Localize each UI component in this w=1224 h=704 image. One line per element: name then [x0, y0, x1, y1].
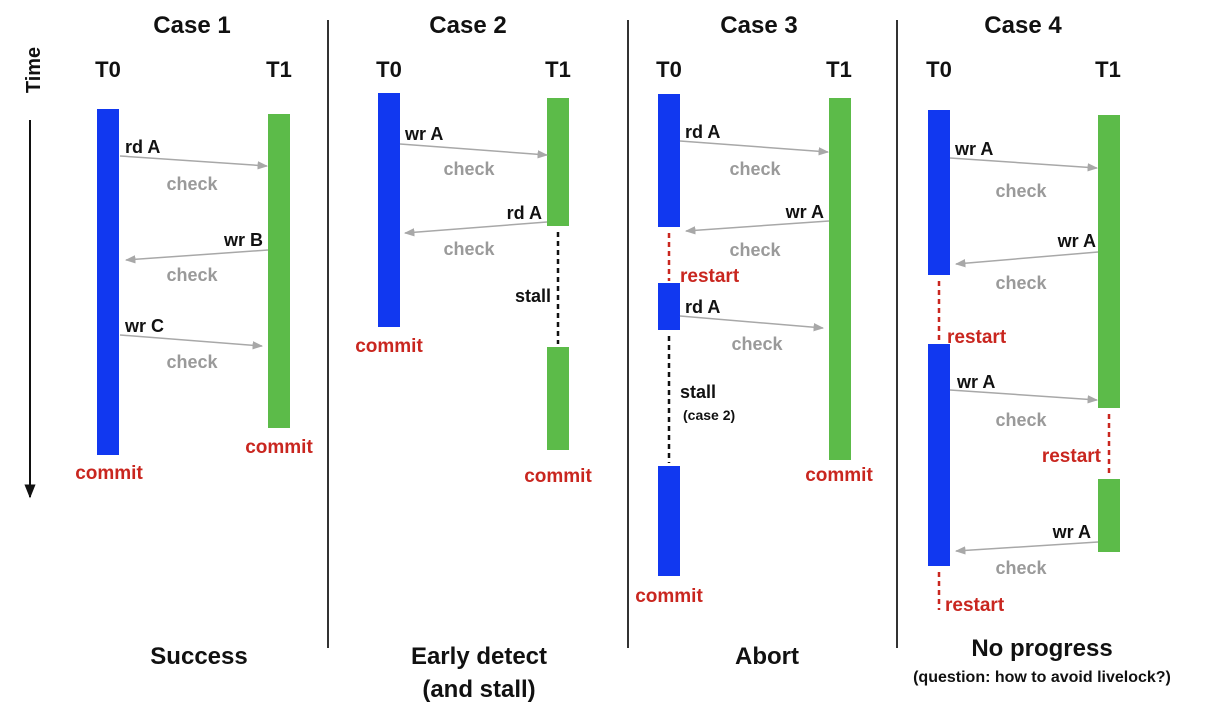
check-label: check: [443, 159, 495, 179]
t1-transaction-bar: [547, 98, 569, 226]
case-2: Case 2 T0 T1 wr A check rd A check stall…: [355, 12, 592, 703]
check-label: check: [729, 159, 781, 179]
t1-commit-label: commit: [524, 466, 592, 487]
t1-transaction-bar: [1098, 479, 1120, 552]
t0-transaction-bar: [97, 109, 119, 455]
t0-commit-label: commit: [75, 463, 143, 484]
case-4: Case 4 T0 T1 wr A check wr A check resta…: [913, 12, 1171, 686]
check-label: check: [731, 334, 783, 354]
case-caption: Early detect: [411, 643, 547, 670]
check-label: check: [995, 181, 1047, 201]
operation-label: wr A: [954, 139, 993, 159]
t1-transaction-bar: [547, 347, 569, 450]
operation-label: wr C: [124, 316, 164, 336]
operation-label: rd A: [507, 203, 542, 223]
check-arrow: [119, 155, 269, 170]
case-caption-line2: (and stall): [422, 676, 535, 703]
check-arrow: [684, 220, 830, 235]
time-axis-label: Time: [23, 47, 45, 93]
case-caption: Abort: [735, 643, 799, 670]
check-arrow: [679, 315, 825, 332]
check-arrow: [954, 251, 1099, 268]
thread-label-t1: T1: [266, 57, 292, 82]
operation-label: rd A: [685, 297, 720, 317]
stall-label: stall: [515, 286, 551, 306]
operation-label: wr A: [956, 372, 995, 392]
check-label: check: [443, 239, 495, 259]
case-title: Case 4: [984, 12, 1062, 39]
check-arrow: [954, 541, 1099, 555]
case-caption: No progress: [971, 635, 1112, 662]
operation-label: rd A: [685, 122, 720, 142]
t0-transaction-bar: [658, 283, 680, 330]
restart-label: restart: [1042, 446, 1102, 467]
thread-label-t0: T0: [656, 57, 682, 82]
check-label: check: [166, 352, 218, 372]
operation-label: wr A: [785, 202, 824, 222]
restart-label: restart: [680, 266, 740, 287]
stall-label: stall: [680, 382, 716, 402]
check-label: check: [166, 265, 218, 285]
check-arrow: [679, 140, 830, 156]
check-label: check: [995, 273, 1047, 293]
case-title: Case 3: [720, 12, 797, 39]
check-arrow: [949, 157, 1099, 172]
t1-commit-label: commit: [805, 465, 873, 486]
t1-transaction-bar: [829, 98, 851, 460]
t1-transaction-bar: [1098, 115, 1120, 408]
case-caption-line2: (question: how to avoid livelock?): [913, 669, 1171, 686]
case-title: Case 2: [429, 12, 506, 39]
check-arrow: [403, 221, 548, 237]
t0-transaction-bar: [928, 110, 950, 275]
thread-label-t0: T0: [926, 57, 952, 82]
check-arrow: [119, 334, 264, 350]
case-caption: Success: [150, 643, 247, 670]
check-arrow: [399, 143, 549, 159]
check-label: check: [729, 240, 781, 260]
operation-label: wr A: [1052, 522, 1091, 542]
thread-label-t1: T1: [545, 57, 571, 82]
check-arrow: [949, 389, 1099, 404]
t1-transaction-bar: [268, 114, 290, 428]
restart-label: restart: [945, 595, 1005, 616]
operation-label: wr A: [404, 124, 443, 144]
case-1: Case 1 T0 T1 rd A check wr B check wr C …: [75, 12, 313, 670]
case-3: Case 3 T0 T1 rd A check wr A check resta…: [635, 12, 873, 670]
check-label: check: [995, 410, 1047, 430]
check-label: check: [166, 174, 218, 194]
restart-label: restart: [947, 327, 1007, 348]
operation-label: wr A: [1057, 231, 1096, 251]
check-arrow: [124, 249, 269, 264]
thread-label-t0: T0: [95, 57, 121, 82]
thread-label-t0: T0: [376, 57, 402, 82]
t0-transaction-bar: [378, 93, 400, 327]
operation-label: rd A: [125, 137, 160, 157]
t0-transaction-bar: [658, 94, 680, 227]
thread-label-t1: T1: [826, 57, 852, 82]
operation-label: wr B: [223, 230, 263, 250]
check-label: check: [995, 558, 1047, 578]
stall-note: (case 2): [683, 407, 735, 423]
t0-commit-label: commit: [635, 586, 703, 607]
case-title: Case 1: [153, 12, 230, 39]
t0-transaction-bar: [658, 466, 680, 576]
t0-transaction-bar: [928, 344, 950, 566]
t0-commit-label: commit: [355, 336, 423, 357]
t1-commit-label: commit: [245, 437, 313, 458]
thread-label-t1: T1: [1095, 57, 1121, 82]
